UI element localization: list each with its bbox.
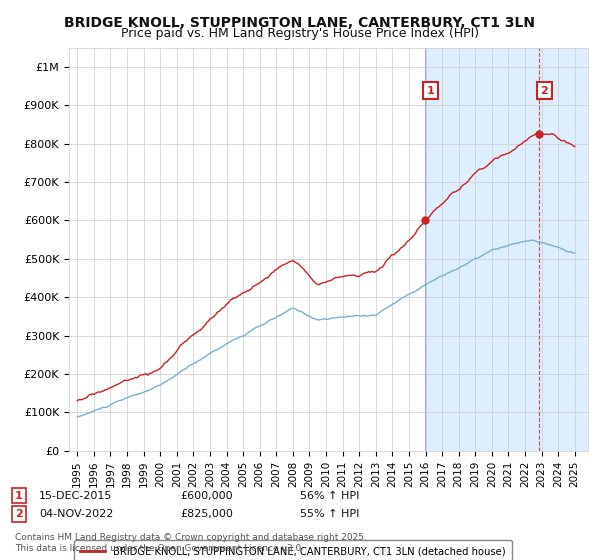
Text: BRIDGE KNOLL, STUPPINGTON LANE, CANTERBURY, CT1 3LN: BRIDGE KNOLL, STUPPINGTON LANE, CANTERBU… (65, 16, 536, 30)
Bar (425, 48, 588, 451)
Text: 56% ↑ HPI: 56% ↑ HPI (300, 491, 359, 501)
Text: 2: 2 (541, 86, 548, 96)
Text: 1: 1 (427, 86, 434, 96)
Text: £825,000: £825,000 (180, 509, 233, 519)
Text: Price paid vs. HM Land Registry's House Price Index (HPI): Price paid vs. HM Land Registry's House … (121, 27, 479, 40)
Text: 2: 2 (15, 509, 23, 519)
Text: Contains HM Land Registry data © Crown copyright and database right 2025.
This d: Contains HM Land Registry data © Crown c… (15, 533, 367, 553)
Text: £600,000: £600,000 (180, 491, 233, 501)
Text: 04-NOV-2022: 04-NOV-2022 (39, 509, 113, 519)
Text: 1: 1 (15, 491, 23, 501)
Legend: BRIDGE KNOLL, STUPPINGTON LANE, CANTERBURY, CT1 3LN (detached house), HPI: Avera: BRIDGE KNOLL, STUPPINGTON LANE, CANTERBU… (74, 540, 512, 560)
Text: 15-DEC-2015: 15-DEC-2015 (39, 491, 112, 501)
Text: 55% ↑ HPI: 55% ↑ HPI (300, 509, 359, 519)
